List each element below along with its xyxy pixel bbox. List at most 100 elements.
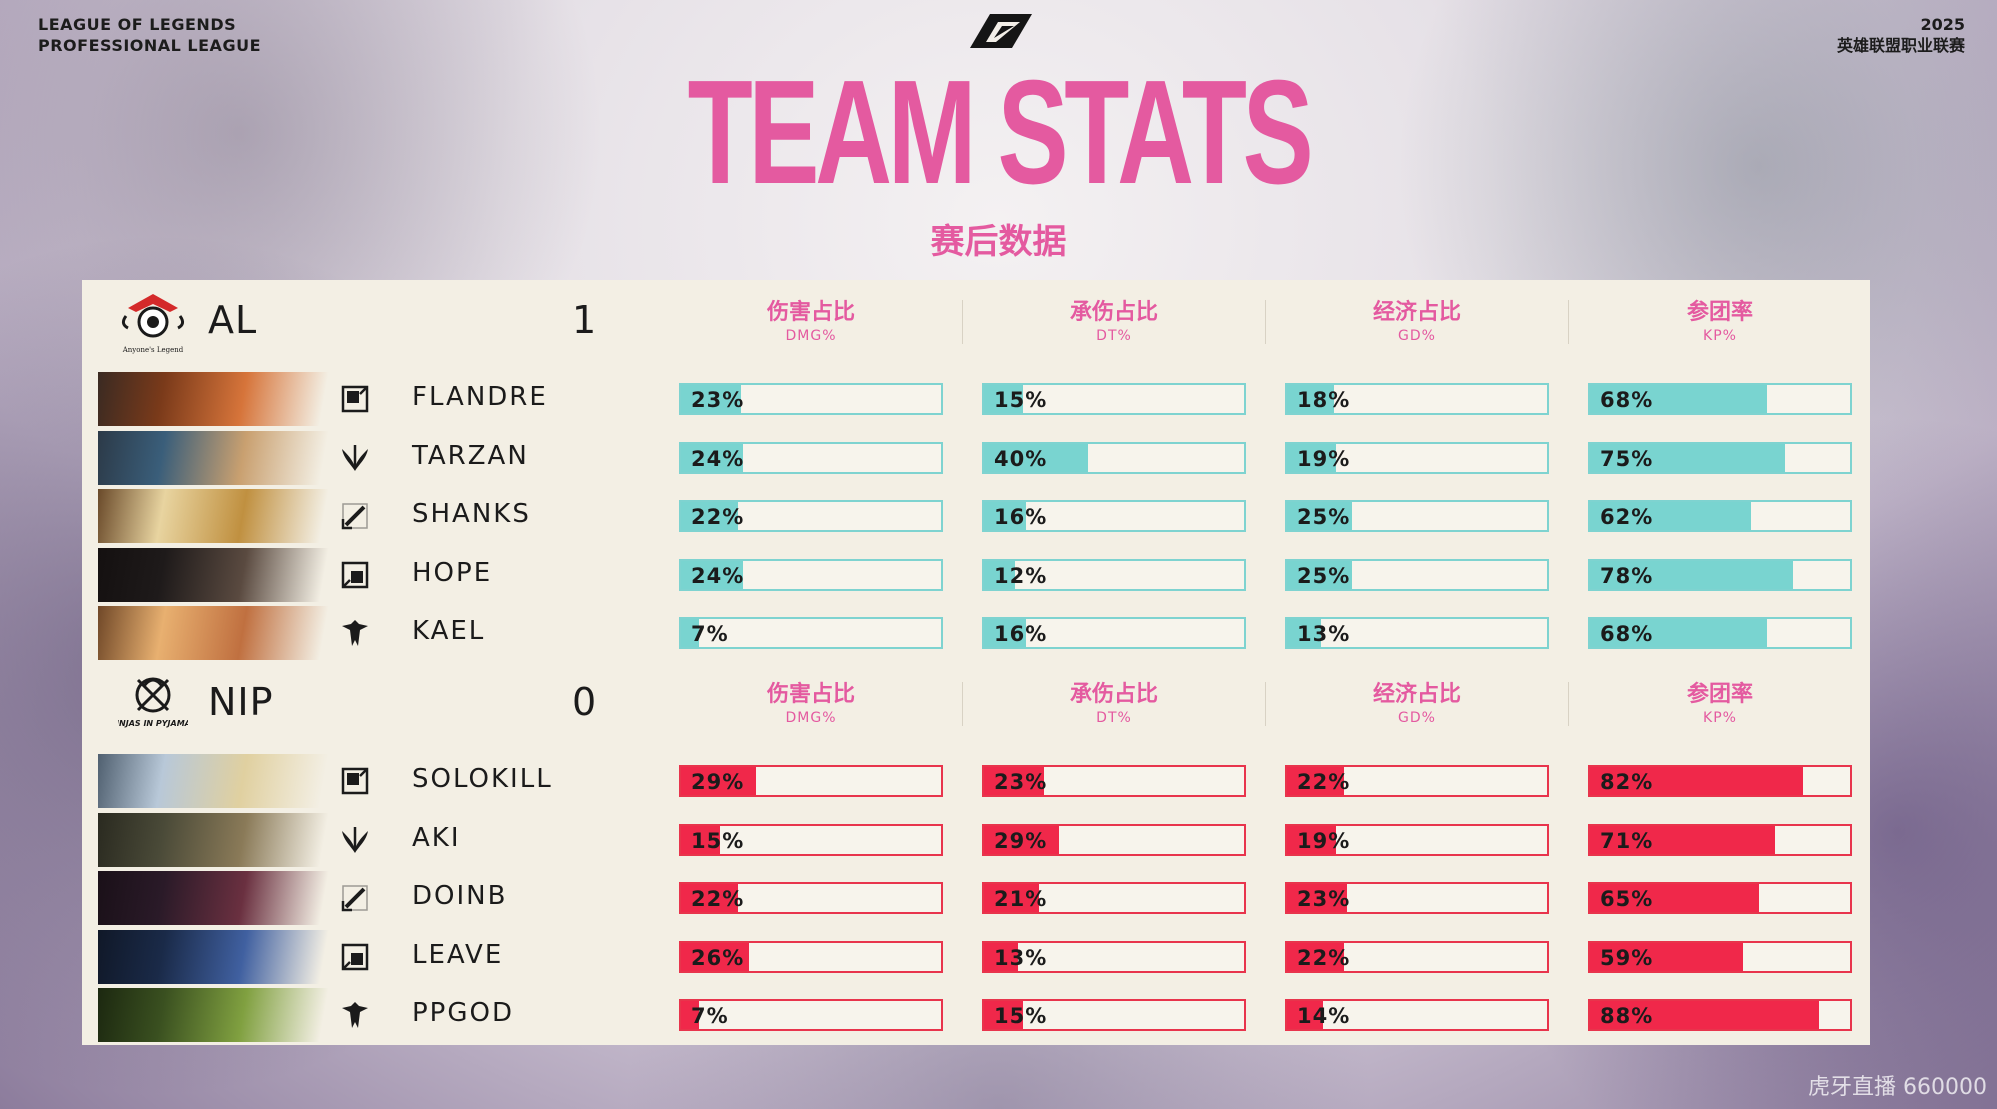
stat-bar-fill: [1590, 942, 1744, 971]
player-row: KAEL 7% 16% 13% 68%: [82, 604, 1870, 662]
player-row: LEAVE 26% 13% 22% 59%: [82, 928, 1870, 986]
nip-team-logo-icon: NINJAS IN PYJAMAS: [118, 677, 188, 728]
champion-portrait: [98, 988, 360, 1042]
column-header-dt: 承伤占比 DT%: [963, 300, 1265, 346]
stat-bar-fill: [1590, 1001, 1819, 1029]
stat-bar-fill: [1590, 884, 1759, 912]
stat-value: 22%: [691, 887, 745, 911]
champion-portrait: [98, 606, 360, 660]
column-divider: [962, 682, 963, 726]
stat-bar-kp: 88%: [1588, 999, 1852, 1031]
stat-bar-gd: 19%: [1285, 441, 1549, 474]
stat-value: 23%: [994, 770, 1048, 794]
stat-value: 16%: [994, 505, 1048, 529]
stat-bar-fill: [984, 825, 1060, 854]
column-header-gd: 经济占比 GD%: [1266, 300, 1568, 346]
stat-bar-dt: 12%: [982, 558, 1246, 591]
column-header-kp: 参团率 KP%: [1569, 682, 1871, 728]
lpl-logo-icon: [970, 14, 1032, 48]
column-header-zh: 参团率: [1686, 300, 1753, 325]
column-header-zh: 伤害占比: [766, 682, 855, 707]
column-header-en: GD%: [1398, 328, 1436, 344]
team-header-al: Anyone's Legend AL 1 伤害占比 DMG% 承伤占比 DT% …: [82, 282, 1870, 362]
column-divider: [1568, 682, 1569, 726]
stat-bar-gd: 25%: [1285, 500, 1549, 532]
stat-bar-gd: 22%: [1285, 940, 1549, 973]
mid-lane-icon: [338, 499, 372, 533]
stat-bar-fill: [681, 1001, 700, 1029]
team-score: 0: [572, 680, 597, 724]
player-name: TARZAN: [412, 440, 529, 471]
stat-value: 21%: [994, 887, 1048, 911]
stat-bar-fill: [681, 385, 741, 413]
jungle-icon: [338, 441, 372, 475]
stat-bar-gd: 22%: [1285, 765, 1549, 797]
stat-bar-kp: 59%: [1588, 940, 1852, 973]
player-row: FLANDRE 23% 15% 18% 68%: [82, 370, 1870, 428]
stat-bar-fill: [984, 884, 1039, 912]
stat-bar-fill: [681, 619, 700, 647]
stat-bar-fill: [681, 560, 744, 589]
stat-bar-dt: 40%: [982, 441, 1246, 474]
stat-bar-fill: [1287, 560, 1352, 589]
champion-portrait: [98, 754, 360, 808]
stat-bar-fill: [681, 502, 739, 530]
stat-value: 68%: [1600, 388, 1654, 412]
stat-value: 65%: [1600, 887, 1654, 911]
stat-value: 19%: [1297, 446, 1351, 471]
player-row: HOPE 24% 12% 25% 78%: [82, 546, 1870, 604]
column-header-zh: 经济占比: [1372, 300, 1461, 325]
team-name: NIP: [208, 680, 274, 724]
stat-value: 23%: [691, 388, 745, 412]
top-lane-icon: [338, 764, 372, 798]
team-score: 1: [572, 298, 597, 342]
stat-value: 88%: [1600, 1004, 1654, 1028]
stat-bar-dt: 15%: [982, 383, 1246, 415]
player-name: LEAVE: [412, 939, 504, 970]
column-header-en: DT%: [1096, 710, 1132, 726]
stat-value: 16%: [994, 622, 1048, 646]
stat-bar-dt: 16%: [982, 500, 1246, 532]
stat-bar-kp: 78%: [1588, 558, 1852, 591]
season-league-zh: 英雄联盟职业联赛: [1836, 36, 1965, 55]
stat-bar-gd: 14%: [1285, 999, 1549, 1031]
league-name-line2: PROFESSIONAL LEAGUE: [38, 36, 261, 55]
stat-bar-dmg: 7%: [679, 999, 943, 1031]
stats-panel: Anyone's Legend AL 1 伤害占比 DMG% 承伤占比 DT% …: [82, 280, 1870, 1045]
stat-bar-dmg: 22%: [679, 882, 943, 914]
stat-bar-fill: [681, 767, 757, 795]
support-icon: [338, 998, 372, 1032]
stat-bar-kp: 71%: [1588, 823, 1852, 856]
player-row: SOLOKILL 29% 23% 22% 82%: [82, 752, 1870, 810]
page-title: TEAM STATS: [687, 50, 1314, 215]
stat-bar-fill: [984, 619, 1026, 647]
stat-value: 7%: [691, 622, 729, 646]
stat-value: 13%: [994, 945, 1048, 970]
page-subtitle: 赛后数据: [930, 222, 1067, 262]
player-name: KAEL: [412, 616, 486, 646]
player-row: PPGOD 7% 15% 14% 88%: [82, 986, 1870, 1044]
stat-bar-fill: [1590, 385, 1767, 413]
column-header-en: DT%: [1096, 328, 1132, 344]
stat-bar-gd: 25%: [1285, 558, 1549, 591]
season-year: 2025: [1920, 15, 1965, 34]
stat-bar-dmg: 23%: [679, 383, 943, 415]
stat-bar-dmg: 29%: [679, 765, 943, 797]
stat-bar-fill: [1590, 502, 1752, 530]
stat-value: 82%: [1600, 770, 1654, 794]
column-header-dt: 承伤占比 DT%: [963, 682, 1265, 728]
stat-bar-fill: [1287, 825, 1337, 854]
stat-bar-fill: [681, 942, 749, 971]
season-label: 2025 英雄联盟职业联赛: [1837, 14, 1965, 56]
stream-watermark: 虎牙直播 660000: [1808, 1075, 1987, 1100]
stat-bar-fill: [984, 443, 1088, 472]
team-header-nip: NINJAS IN PYJAMAS NIP 0 伤害占比 DMG% 承伤占比 D…: [82, 664, 1870, 744]
champion-portrait: [98, 812, 360, 867]
al-logo-wordmark: Anyone's Legend: [122, 346, 184, 354]
stat-bar-fill: [984, 560, 1016, 589]
column-header-en: GD%: [1398, 710, 1436, 726]
bot-lane-icon: [338, 940, 372, 974]
stat-bar-fill: [681, 443, 744, 472]
player-name: SOLOKILL: [412, 764, 553, 794]
column-header-en: KP%: [1703, 710, 1737, 726]
